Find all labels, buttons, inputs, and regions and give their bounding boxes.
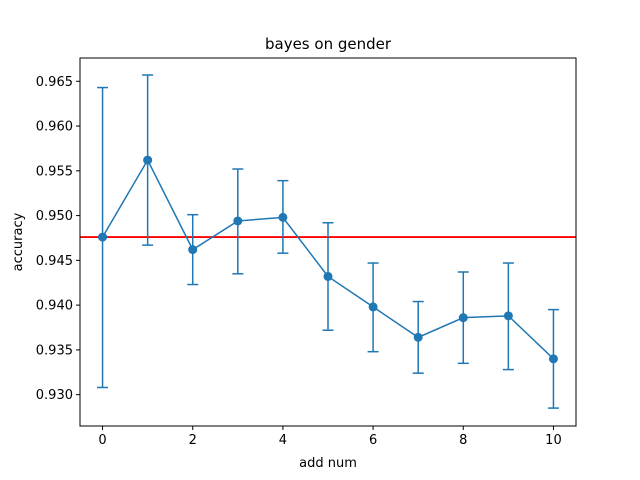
data-point xyxy=(548,354,558,364)
data-point xyxy=(413,332,423,342)
y-tick-label: 0.940 xyxy=(36,299,73,314)
data-point xyxy=(143,155,153,165)
y-tick-label: 0.935 xyxy=(36,343,73,358)
data-point xyxy=(188,245,198,255)
x-tick-label: 6 xyxy=(369,433,377,448)
data-point xyxy=(278,212,288,222)
x-tick-label: 4 xyxy=(279,433,287,448)
x-tick-label: 10 xyxy=(545,433,562,448)
y-axis-label: accuracy xyxy=(11,212,26,271)
y-tick-label: 0.945 xyxy=(36,254,73,269)
x-axis-label: add num xyxy=(299,456,357,471)
data-point xyxy=(98,232,108,242)
y-tick-label: 0.955 xyxy=(36,164,73,179)
plot-area xyxy=(80,74,576,409)
chart-title: bayes on gender xyxy=(265,35,392,53)
axes-frame xyxy=(79,57,577,427)
data-point xyxy=(323,271,333,281)
x-tick-label: 8 xyxy=(459,433,467,448)
x-tick-label: 0 xyxy=(98,433,106,448)
x-tick-label: 2 xyxy=(189,433,197,448)
data-point xyxy=(368,302,378,312)
data-point xyxy=(233,216,243,226)
data-point xyxy=(458,313,468,323)
y-tick-label: 0.965 xyxy=(36,75,73,90)
y-tick-label: 0.960 xyxy=(36,120,73,135)
x-axis: 0 2 4 6 8 10 xyxy=(98,426,562,448)
y-axis: 0.930 0.935 0.940 0.945 0.950 0.955 0.960 0.965 xyxy=(36,75,80,403)
data-point xyxy=(503,311,513,321)
y-tick-label: 0.930 xyxy=(36,388,73,403)
y-tick-label: 0.950 xyxy=(36,209,73,224)
